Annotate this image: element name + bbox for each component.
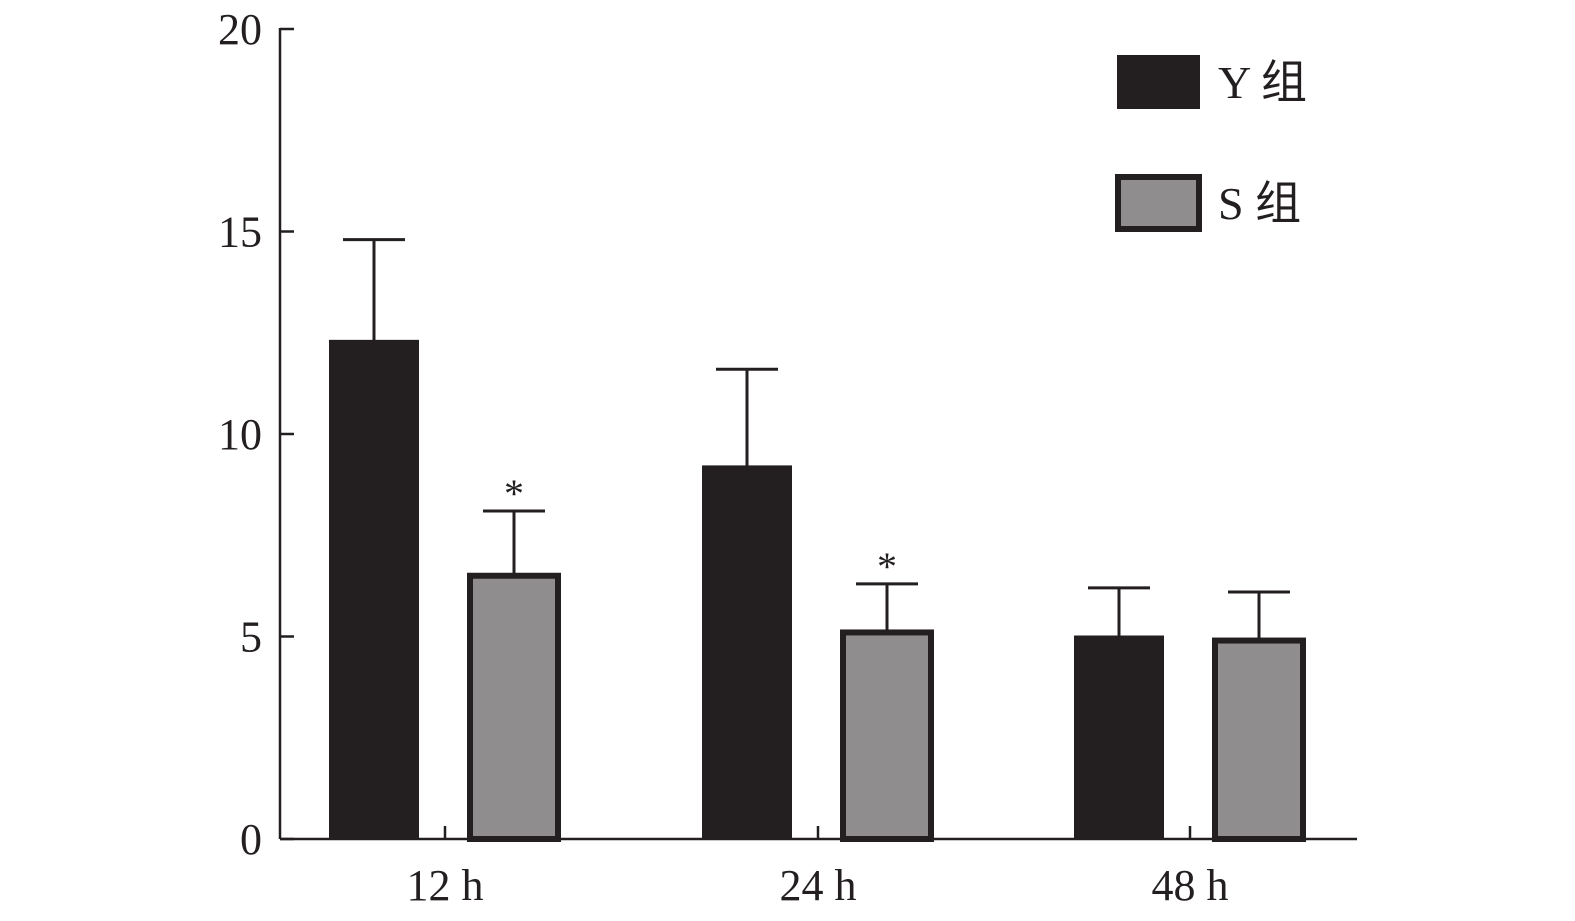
y-tick-label: 20 [218, 5, 262, 54]
y-tick-label: 0 [240, 815, 262, 864]
bar-s [467, 572, 561, 842]
y-tick-label: 10 [218, 410, 262, 459]
significance-marker: * [877, 544, 897, 589]
y-tick-label: 15 [218, 208, 262, 257]
legend: Y 组 S 组 [1115, 55, 1307, 232]
significance-marker: * [504, 471, 524, 516]
bars: ** [329, 238, 1306, 843]
axes: 0 5 10 15 20 12 h 24 h 48 h [218, 5, 1357, 910]
x-tick-label: 12 h [407, 861, 484, 910]
y-tick-label: 5 [240, 613, 262, 662]
legend-label: Y 组 [1218, 57, 1307, 108]
bar-y [1074, 635, 1164, 840]
x-tick-label: 24 h [780, 861, 857, 910]
legend-swatch [1115, 174, 1202, 232]
legend-swatch [1117, 55, 1200, 109]
legend-label: S 组 [1218, 178, 1301, 229]
x-tick-label: 48 h [1152, 861, 1229, 910]
bar-s [840, 629, 934, 843]
bar-y [329, 339, 419, 840]
bar-y [702, 465, 792, 840]
bar-s [1212, 637, 1306, 842]
